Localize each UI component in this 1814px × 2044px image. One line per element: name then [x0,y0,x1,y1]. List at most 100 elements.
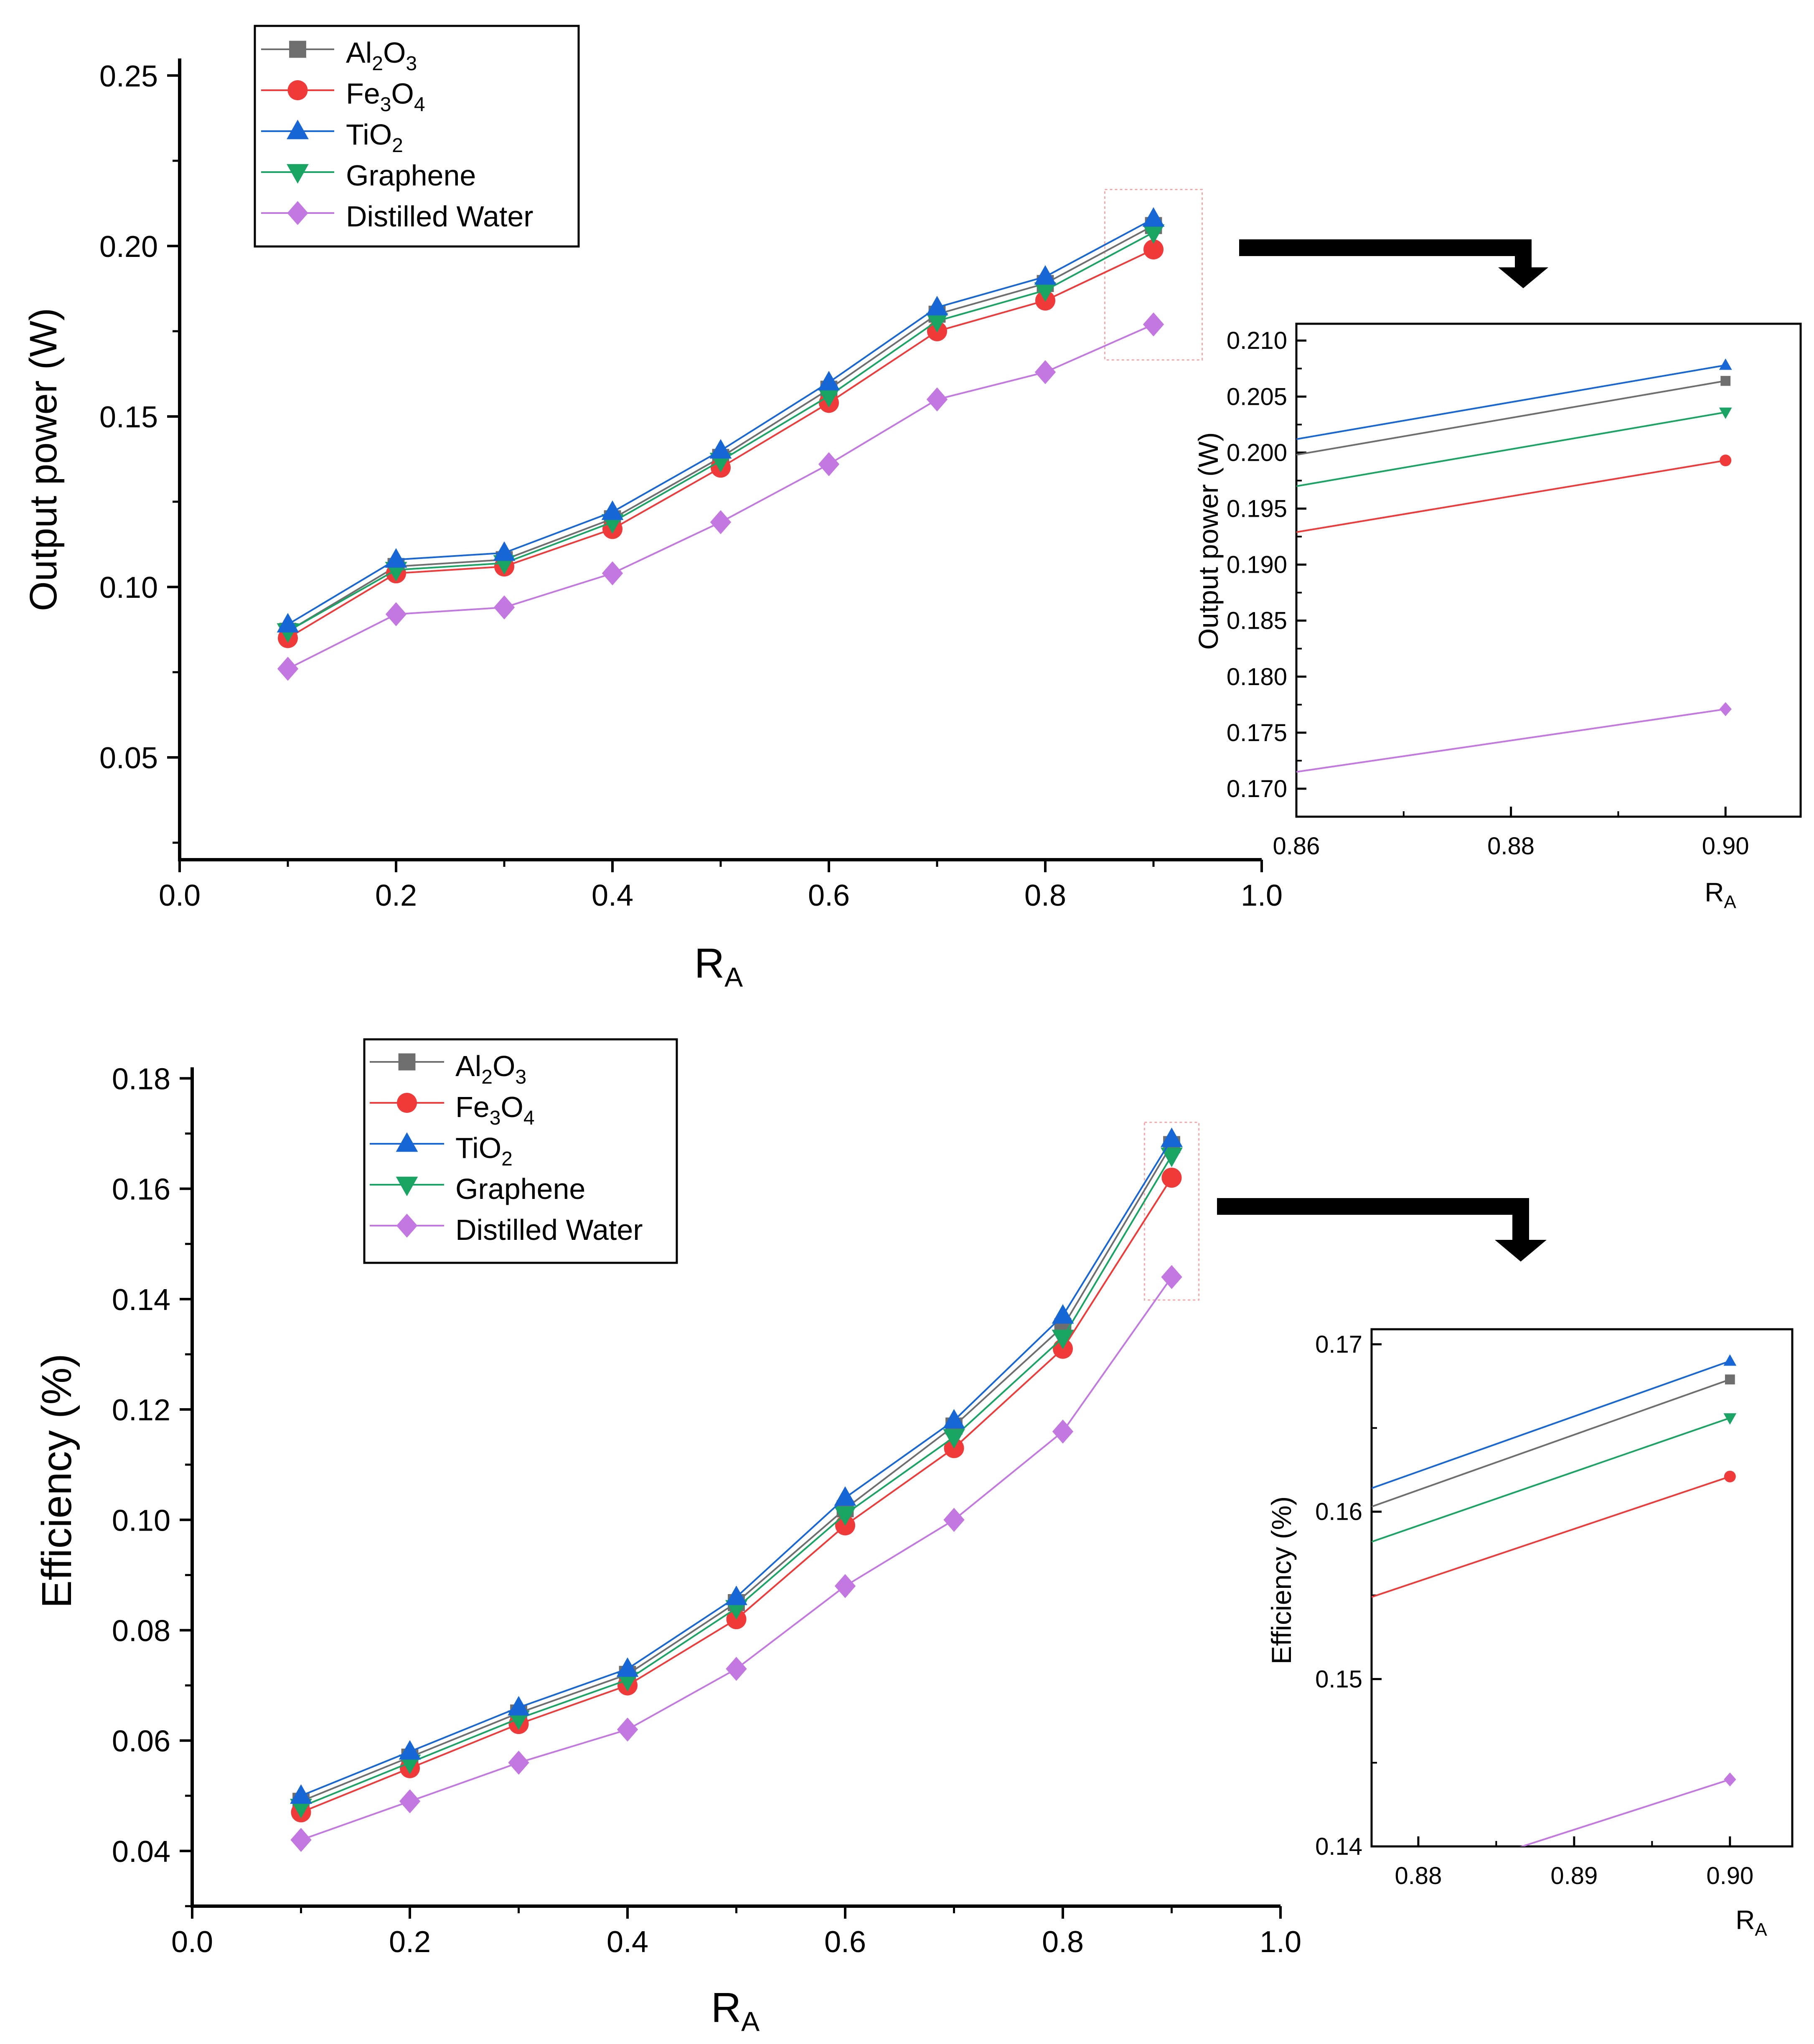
power-point-water [385,602,407,627]
eff-inset-x-tick-label: 0.89 [1550,1862,1598,1889]
power-y-tick-label: 0.10 [99,571,158,604]
eff-y-tick-label: 0.10 [112,1504,170,1537]
eff-inset-y-tick-label: 0.15 [1315,1666,1362,1693]
power-y-axis-title: Output power (W) [22,308,65,611]
efficiency-legend-label-tio2: TiO2 [455,1132,513,1170]
power-chart: 0.050.100.150.200.25 0.0 0.2 0.4 0.6 0.8 1.0 … [22,25,1802,993]
eff-point-water [399,1789,421,1813]
eff-inset-point-water [1724,1772,1736,1787]
power-zoom-arrow [1239,239,1548,288]
efficiency-zoom-arrow [1217,1198,1547,1262]
eff-point-water [726,1657,747,1681]
power-point-fe3o4 [1143,239,1164,260]
efficiency-inset-x-ticks: 0.88 0.89 0.90 [1395,1836,1753,1889]
power-inset-y-tick-label: 0.185 [1227,607,1287,635]
power-point-graphene [1142,224,1165,244]
eff-y-tick-label: 0.08 [112,1614,170,1648]
efficiency-inset-x-axis-title: RA [1735,1905,1767,1940]
eff-point-tio2 [1161,1127,1183,1147]
efficiency-x-axis-title: RA [711,1984,760,2037]
eff-point-tio2 [399,1740,421,1760]
eff-point-graphene [943,1429,965,1449]
eff-legend-marker-water [396,1214,418,1238]
power-x-tick-label: 0.8 [1024,879,1066,912]
power-y-tick-label: 0.15 [99,401,158,434]
eff-inset-x-tick-label: 0.90 [1706,1862,1753,1889]
eff-inset-y-tick-label: 0.16 [1315,1498,1362,1526]
eff-point-water [834,1574,856,1598]
power-x-tick-label: 0.4 [592,879,633,912]
eff-inset-line-water [1519,1778,1730,1846]
power-inset-y-axis-title: Output power (W) [1193,432,1224,650]
power-legend-marker-graphene [287,164,309,184]
power-point-tio2 [1034,265,1057,285]
power-legend-label-graphene: Graphene [346,159,476,192]
power-zoom-rect [1104,189,1203,361]
power-inset-point-al2o3 [1720,376,1731,386]
efficiency-zoom-box [1143,1122,1200,1301]
eff-legend-marker-graphene [396,1176,418,1196]
power-inset-point-water [1719,702,1732,716]
eff-point-tio2 [508,1696,530,1716]
power-y-tick-label: 0.20 [99,230,158,264]
eff-x-tick-label: 0.6 [824,1925,866,1959]
eff-x-tick-label: 0.0 [171,1925,213,1959]
power-point-tio2 [493,541,516,561]
efficiency-legend-label-fe3o4: Fe3O4 [455,1091,535,1129]
power-inset-x-tick-label: 0.88 [1487,833,1535,860]
power-x-axis-title: RA [694,940,743,993]
power-y-ticks: 0.05 0.10 0.15 0.20 0.25 [99,60,180,844]
power-x-tick-label: 0.0 [159,879,201,912]
efficiency-legend: Al2O3 Fe3O4 TiO2 Graphene Distilled Wate… [363,1038,678,1264]
eff-point-tio2 [725,1585,747,1605]
eff-inset-series [1372,1360,1730,1846]
power-inset-y-tick-label: 0.200 [1227,439,1287,466]
eff-inset-line-fe3o4 [1372,1475,1730,1598]
power-inset-line-graphene [1296,411,1726,487]
eff-y-tick-label: 0.12 [112,1394,170,1427]
eff-legend-marker-tio2 [396,1132,418,1152]
power-inset-line-al2o3 [1296,380,1726,456]
eff-point-tio2 [290,1784,312,1804]
eff-inset-y-tick-label: 0.17 [1315,1331,1362,1358]
eff-point-water [1161,1265,1182,1289]
eff-zoom-rect [1143,1122,1200,1301]
power-point-tio2 [601,500,624,520]
power-legend-label-al2o3: Al2O3 [346,36,417,75]
power-point-tio2 [277,613,299,633]
power-x-tick-label: 1.0 [1241,879,1283,912]
power-point-water [602,561,623,586]
power-legend-label-tio2: TiO2 [346,118,403,157]
eff-x-tick-label: 0.4 [607,1925,648,1959]
power-legend-marker-water [287,201,308,225]
efficiency-inset-y-axis-title: Efficiency (%) [1266,1496,1297,1664]
power-inset-y-tick-label: 0.180 [1227,663,1287,691]
power-legend-label-water: Distilled Water [346,200,534,233]
eff-point-water [1052,1419,1074,1444]
eff-point-fe3o4 [1161,1168,1182,1188]
power-legend-label-fe3o4: Fe3O4 [346,77,425,116]
power-legend-keys [261,41,334,225]
power-inset-series [1296,364,1726,773]
power-x-title-sub: A [724,962,743,993]
eff-inset-x-tick-label: 0.88 [1395,1862,1442,1889]
power-point-tio2 [926,296,948,316]
eff-legend-marker-fe3o4 [397,1093,417,1113]
power-inset: 0.170 0.175 0.180 0.185 0.190 0.195 0.200 0.205… [1193,322,1802,912]
efficiency-legend-label-al2o3: Al2O3 [455,1050,526,1088]
eff-point-tio2 [616,1657,639,1677]
eff-y-tick-label: 0.14 [112,1283,170,1317]
power-point-tio2 [709,439,732,459]
eff-point-graphene [834,1506,856,1526]
eff-x-tick-label: 0.2 [389,1925,431,1959]
eff-point-graphene [1052,1330,1074,1349]
power-y-tick-label: 0.25 [99,60,158,93]
power-inset-y-tick-label: 0.170 [1227,775,1287,802]
power-point-graphene [818,388,840,408]
power-point-water [277,657,299,681]
eff-x-tick-label: 0.8 [1042,1925,1084,1959]
power-point-tio2 [385,548,407,568]
power-inset-y-tick-label: 0.190 [1227,551,1287,579]
power-point-tio2 [1142,207,1165,227]
